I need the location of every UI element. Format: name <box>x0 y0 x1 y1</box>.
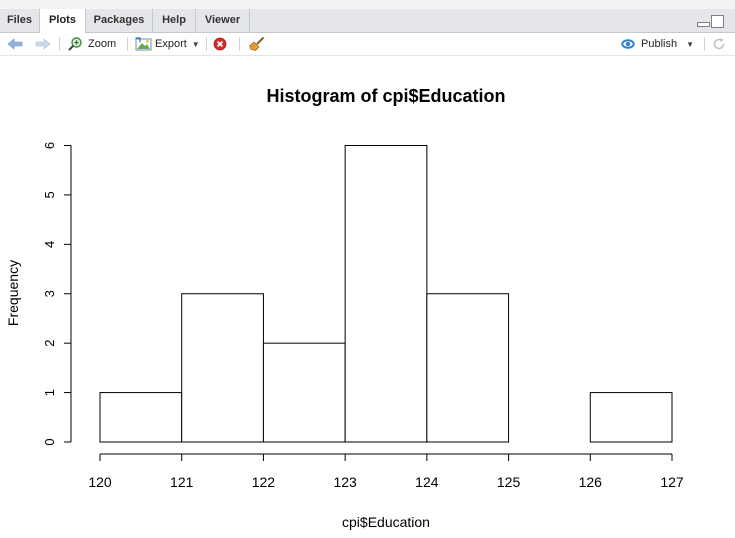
y-tick-label: 3 <box>42 290 57 297</box>
publish-icon <box>621 39 635 49</box>
histogram-bar <box>344 145 428 443</box>
tab-plots[interactable]: Plots <box>40 9 86 33</box>
publish-button[interactable]: Publish ▼ <box>620 33 694 55</box>
x-tick-label: 124 <box>415 474 439 490</box>
histogram-bar <box>589 392 673 443</box>
y-tick-label: 2 <box>42 340 57 347</box>
toolbar-separator <box>206 37 207 51</box>
tab-help[interactable]: Help <box>153 9 196 32</box>
tab-packages[interactable]: Packages <box>86 9 153 32</box>
broom-icon <box>249 36 265 51</box>
toolbar-separator <box>704 37 705 51</box>
chart-title: Histogram of cpi$Education <box>266 86 505 106</box>
x-axis-label: cpi$Education <box>342 514 430 530</box>
arrow-right-icon <box>35 38 51 50</box>
y-tick-label: 6 <box>42 142 57 149</box>
y-tick-label: 1 <box>42 389 57 396</box>
plots-toolbar: Zoom Export ▼ Publis <box>0 33 735 56</box>
chevron-down-icon: ▼ <box>686 39 694 49</box>
zoom-label: Zoom <box>88 38 117 50</box>
x-tick-label: 127 <box>660 474 684 490</box>
x-axis: 120 121 122 123 124 125 126 127 <box>88 453 684 490</box>
remove-plot-icon <box>213 37 227 51</box>
remove-plot-button[interactable] <box>213 33 227 55</box>
x-tick-label: 123 <box>333 474 357 490</box>
x-tick-label: 125 <box>497 474 521 490</box>
chevron-down-icon: ▼ <box>191 39 200 49</box>
y-tick-label: 5 <box>42 191 57 198</box>
export-label: Export <box>155 38 187 50</box>
y-axis: 0 1 2 3 4 5 6 <box>42 142 72 446</box>
x-tick-label: 120 <box>88 474 112 490</box>
y-tick-label: 4 <box>42 241 57 248</box>
minimize-pane-button[interactable] <box>697 22 710 27</box>
tab-viewer[interactable]: Viewer <box>196 9 250 32</box>
arrow-left-icon <box>7 38 23 50</box>
publish-label: Publish <box>641 38 678 50</box>
x-tick-label: 121 <box>170 474 194 490</box>
toolbar-separator <box>239 37 240 51</box>
x-tick-label: 126 <box>579 474 603 490</box>
back-button[interactable] <box>7 33 23 55</box>
y-tick-label: 0 <box>42 438 57 445</box>
histogram-bar <box>181 293 264 443</box>
export-menu-button[interactable]: Export ▼ <box>135 33 200 55</box>
forward-button[interactable] <box>35 33 51 55</box>
tab-files[interactable]: Files <box>0 9 40 32</box>
refresh-icon <box>713 38 725 50</box>
toolbar-separator <box>127 37 128 51</box>
histogram-bar <box>426 293 510 443</box>
pane-tab-bar: Files Plots Packages Help Viewer <box>0 9 735 33</box>
histogram-bar <box>99 392 183 443</box>
pane-window-controls <box>697 15 727 29</box>
zoom-button[interactable]: Zoom <box>67 33 116 55</box>
maximize-pane-button[interactable] <box>711 15 724 28</box>
refresh-button[interactable] <box>712 33 726 55</box>
clear-all-plots-button[interactable] <box>249 33 265 55</box>
y-axis-label: Frequency <box>5 260 21 326</box>
toolbar-separator <box>59 37 60 51</box>
histogram-bar <box>262 342 346 443</box>
histogram-bars <box>99 145 673 443</box>
x-tick-label: 122 <box>252 474 276 490</box>
export-image-icon <box>135 37 152 51</box>
zoom-icon <box>68 37 82 51</box>
